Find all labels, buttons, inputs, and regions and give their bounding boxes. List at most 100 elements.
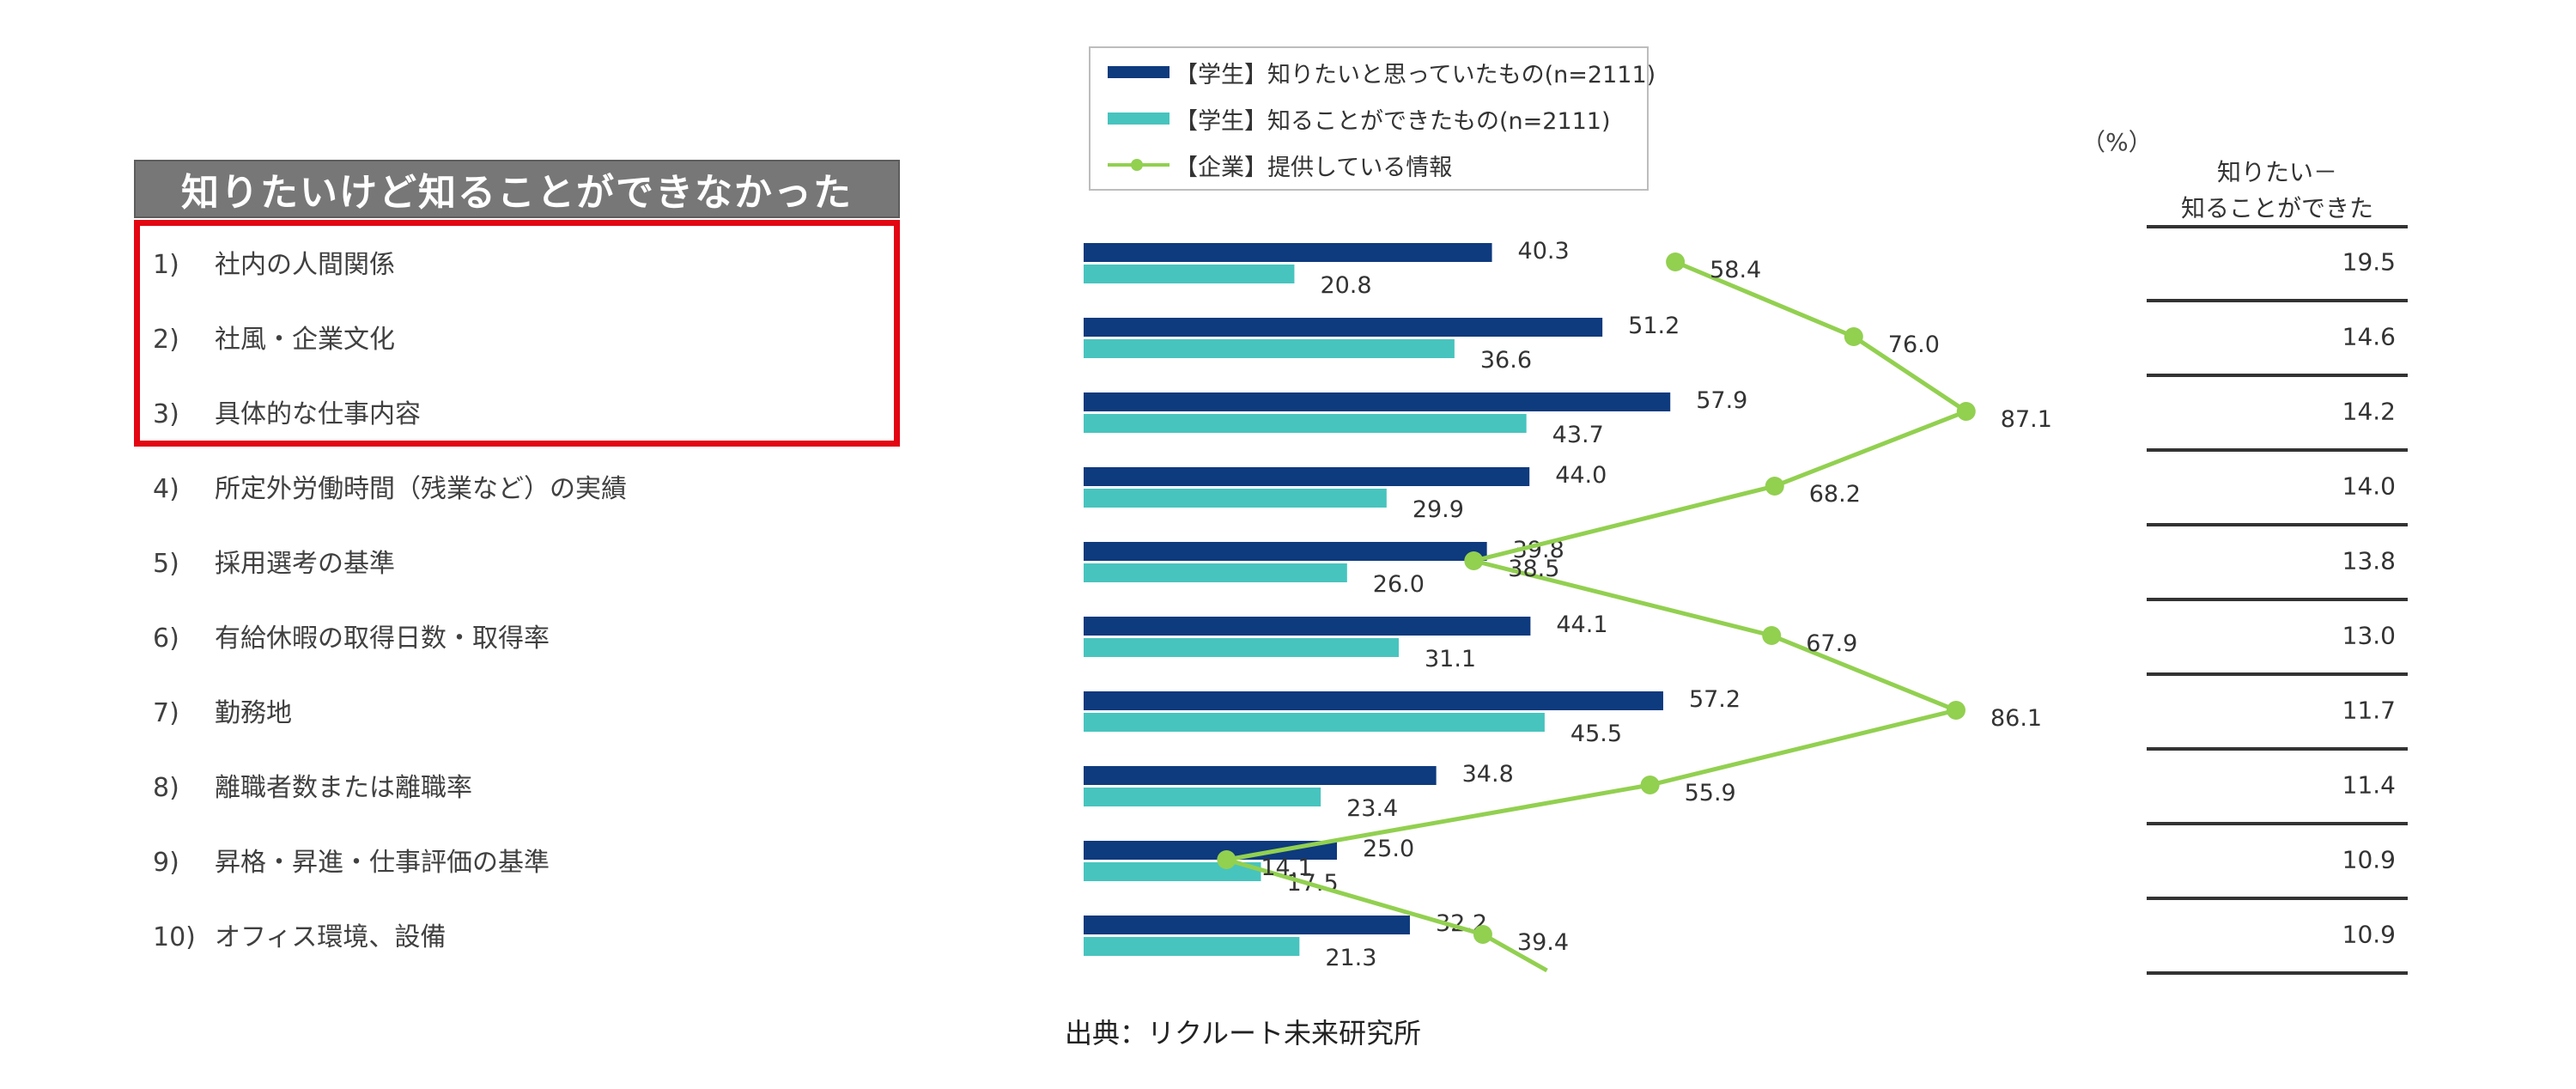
difference-value: 13.0 <box>2342 621 2396 650</box>
company-point <box>1217 850 1236 869</box>
bar-want-label: 51.2 <box>1628 313 1680 339</box>
difference-value: 14.2 <box>2342 397 2396 426</box>
difference-rule <box>2147 971 2408 975</box>
category-number: 8) <box>153 773 179 803</box>
difference-rule <box>2147 374 2408 377</box>
bar-known <box>1084 713 1545 732</box>
bar-want-label: 25.0 <box>1363 836 1414 862</box>
category-number: 4) <box>153 474 179 504</box>
bar-want <box>1084 392 1671 411</box>
difference-header: 知りたい－ 知ることができた <box>2147 155 2408 227</box>
legend-item-company: 【企業】提供している情報 <box>1108 148 1452 182</box>
difference-rule <box>2147 225 2408 228</box>
chart-heading: 知りたいけど知ることができなかった <box>134 160 900 218</box>
bar-want <box>1084 467 1530 486</box>
bar-want-label: 34.8 <box>1462 761 1514 788</box>
difference-value: 13.8 <box>2342 546 2396 575</box>
category-label: 8) 離職者数または離職率 <box>153 766 472 804</box>
bar-known-label: 21.3 <box>1325 945 1376 971</box>
company-point-label: 14.1 <box>1261 855 1312 881</box>
company-point-label: 38.5 <box>1508 556 1559 582</box>
difference-header-line2: 知ることができた <box>2180 194 2373 222</box>
difference-value: 14.0 <box>2342 471 2396 501</box>
company-point <box>1473 925 1492 944</box>
company-point-label: 55.9 <box>1685 780 1736 806</box>
bar-want <box>1084 916 1410 934</box>
legend-marker-company <box>1108 159 1170 171</box>
company-point <box>1946 701 1965 720</box>
category-number: 7) <box>153 698 179 728</box>
company-point-label: 39.4 <box>1517 929 1569 956</box>
category-text: 社内の人間関係 <box>215 250 395 280</box>
bar-want-label: 44.0 <box>1555 462 1607 489</box>
bar-want <box>1084 617 1531 636</box>
company-point-label: 76.0 <box>1888 332 1940 358</box>
category-label: 4) 所定外労働時間（残業など）の実績 <box>153 467 627 505</box>
difference-value: 19.5 <box>2342 247 2396 277</box>
category-number: 6) <box>153 624 179 654</box>
bar-known <box>1084 489 1387 508</box>
bar-known <box>1084 414 1527 433</box>
bar-known-label: 31.1 <box>1425 646 1476 672</box>
source-note: 出典：リクルート未来研究所 <box>1065 1017 1422 1049</box>
bar-known-label: 45.5 <box>1571 721 1622 747</box>
company-point <box>1464 551 1484 570</box>
difference-value: 14.6 <box>2342 322 2396 351</box>
category-number: 9) <box>153 848 179 878</box>
difference-rule <box>2147 299 2408 302</box>
bar-want-label: 44.1 <box>1556 611 1607 638</box>
bar-want <box>1084 318 1603 337</box>
category-text: 採用選考の基準 <box>215 549 395 579</box>
unit-label: （%） <box>2081 128 2153 156</box>
bar-known-label: 26.0 <box>1373 571 1425 598</box>
category-label: 3) 具体的な仕事内容 <box>153 392 421 430</box>
legend-swatch-want <box>1108 66 1170 78</box>
company-point-label: 86.1 <box>1990 705 2042 732</box>
legend-item-want: 【学生】知りたいと思っていたもの(n=2111) <box>1108 55 1656 89</box>
category-label: 10) オフィス環境、設備 <box>153 916 446 953</box>
company-point <box>1844 327 1863 346</box>
legend-swatch-known <box>1108 113 1170 125</box>
category-label: 2) 社風・企業文化 <box>153 318 395 356</box>
company-point-label: 58.4 <box>1710 257 1761 283</box>
bar-want-label: 57.2 <box>1689 686 1741 713</box>
category-text: 具体的な仕事内容 <box>215 399 421 429</box>
company-point <box>1762 626 1782 645</box>
company-point <box>1640 776 1660 794</box>
category-text: 所定外労働時間（残業など）の実績 <box>215 474 627 504</box>
difference-rule <box>2147 672 2408 676</box>
category-label: 1) 社内の人間関係 <box>153 243 395 281</box>
company-point <box>1956 402 1976 421</box>
difference-value: 11.7 <box>2342 696 2396 725</box>
legend-item-known: 【学生】知ることができたもの(n=2111) <box>1108 101 1611 136</box>
category-label: 9) 昇格・昇進・仕事評価の基準 <box>153 841 550 879</box>
bar-known <box>1084 265 1295 283</box>
bar-want <box>1084 542 1487 561</box>
company-point-label: 68.2 <box>1809 481 1861 508</box>
bar-known-label: 20.8 <box>1320 272 1371 299</box>
bar-known <box>1084 638 1399 657</box>
company-point-label: 87.1 <box>2001 406 2052 433</box>
category-text: 勤務地 <box>215 698 292 728</box>
category-number: 1) <box>153 250 179 280</box>
bar-known <box>1084 788 1321 806</box>
legend-label-want: 【学生】知りたいと思っていたもの(n=2111) <box>1175 61 1656 88</box>
category-text: オフィス環境、設備 <box>215 922 447 952</box>
category-label: 5) 採用選考の基準 <box>153 542 395 580</box>
category-label: 6) 有給休暇の取得日数・取得率 <box>153 617 550 654</box>
category-text: 昇格・昇進・仕事評価の基準 <box>215 848 550 878</box>
bar-want-label: 57.9 <box>1696 387 1747 414</box>
difference-header-line1: 知りたい－ <box>2216 158 2337 186</box>
bar-want <box>1084 243 1492 262</box>
bar-known-label: 36.6 <box>1480 347 1532 374</box>
category-text: 離職者数または離職率 <box>215 773 472 803</box>
bar-known <box>1084 563 1347 582</box>
bar-want <box>1084 691 1663 710</box>
company-point <box>1666 252 1686 271</box>
bar-known <box>1084 339 1455 358</box>
highlight-frame <box>134 220 900 447</box>
category-number: 2) <box>153 325 179 355</box>
bar-known-label: 23.4 <box>1346 795 1398 822</box>
category-number: 10) <box>153 922 196 952</box>
